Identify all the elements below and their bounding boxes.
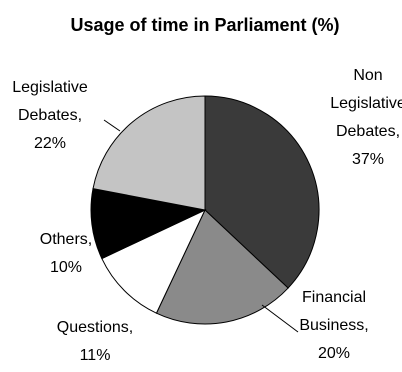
slice-label-line: Debates, [336,123,400,140]
slice-label-line: Financial [302,289,366,306]
slice-label-questions: Questions, 11% [57,319,133,364]
leader-line-financial-business [262,305,298,332]
slice-label-line: Business, [299,317,368,334]
slice-label-line: Legislative [12,79,88,96]
slice-label-others: Others, 10% [40,231,92,276]
slice-label-line: Questions, [57,319,133,336]
slice-label-line: 11% [80,347,111,364]
slice-label-financial-business: Financial Business, 20% [299,289,368,362]
slice-label-line: Others, [40,231,92,248]
slice-label-line: Non [353,67,382,84]
slice-label-legislative-debates: Legislative Debates, 22% [12,79,88,152]
pie-slices [91,96,319,324]
slice-label-line: 10% [50,259,82,276]
slice-label-line: 37% [352,151,384,168]
slice-label-line: 20% [318,345,350,362]
slice-label-line: Legislative [330,95,402,112]
slice-label-non-legislative-debates: Non Legislative Debates, 37% [330,67,402,168]
leader-line-legislative-debates [104,120,120,131]
slice-label-line: 22% [34,135,66,152]
chart-title: Usage of time in Parliament (%) [70,15,339,35]
slice-label-line: Debates, [18,107,82,124]
